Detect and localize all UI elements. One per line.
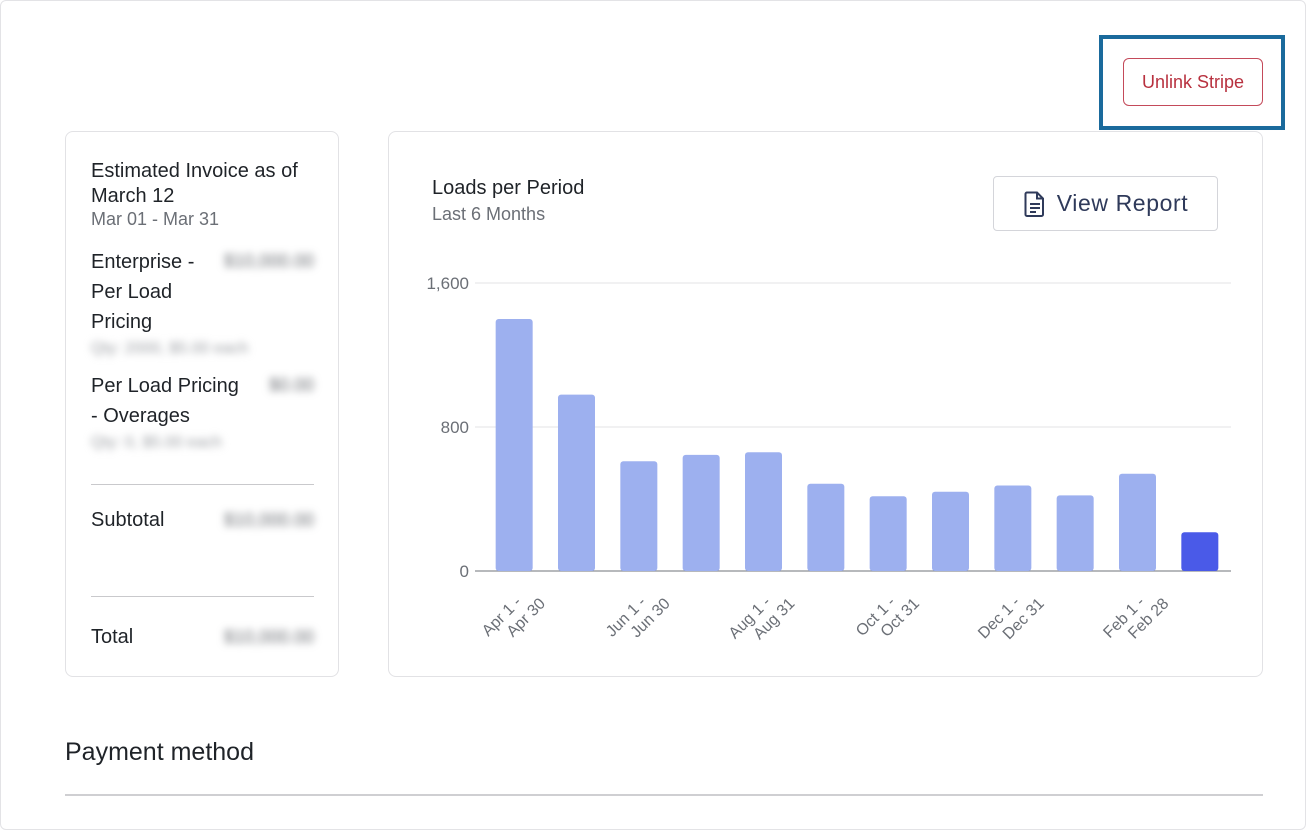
- chart-bar: [1119, 473, 1156, 571]
- x-tick-label: Apr 1 -Apr 30: [479, 582, 549, 652]
- line-item-detail: Qty: 2000, $5.00 each: [91, 340, 249, 357]
- document-icon: [1024, 191, 1044, 217]
- chart-bar: [1181, 532, 1219, 571]
- x-tick-label: Jun 1 -Jun 30: [603, 582, 674, 653]
- chart-bar: [745, 452, 782, 571]
- y-tick-label: 0: [460, 562, 469, 581]
- total-label: Total: [91, 626, 134, 648]
- highlight-box: [1099, 35, 1285, 130]
- chart-bar: [558, 394, 595, 571]
- chart-bar: [1056, 495, 1094, 571]
- divider: [91, 596, 314, 597]
- x-tick-label: Feb 1 -Feb 28: [1100, 582, 1172, 654]
- view-report-label: View Report: [1056, 190, 1189, 216]
- invoice-date-range: Mar 01 - Mar 31: [91, 209, 220, 229]
- loads-bar-chart: 0 800 1,600 Apr 1 -Apr 30 Jun 1 -Jun 30 Aug 1…: [426, 274, 1231, 655]
- line-item-name: Enterprise - Per Load Pricing: [91, 251, 195, 333]
- subtotal-label: Subtotal: [91, 509, 165, 531]
- chart-bar: [620, 461, 658, 571]
- line-item-name: Per Load Pricing - Overages: [91, 375, 239, 427]
- line-item-amount: $10,000.00: [223, 251, 314, 271]
- y-tick-label: 800: [441, 418, 469, 437]
- payment-divider: [65, 794, 1263, 796]
- y-tick-label: 1,600: [426, 274, 469, 293]
- chart-bar: [932, 491, 969, 571]
- divider: [91, 484, 314, 485]
- loads-chart-card: Loads per Period Last 6 Months View Repo…: [388, 131, 1263, 677]
- subtotal-amount: $10,000.00: [223, 510, 314, 530]
- unlink-stripe-button[interactable]: Unlink Stripe: [1123, 58, 1263, 106]
- chart-bar: [807, 483, 845, 571]
- x-tick-label: Dec 1 -Dec 31: [975, 582, 1048, 655]
- chart-title: Loads per Period: [432, 177, 585, 199]
- view-report-button[interactable]: View Report: [993, 176, 1218, 231]
- total-amount: $10,000.00: [223, 627, 314, 647]
- invoice-title: Estimated Invoice as of March 12: [91, 160, 298, 207]
- x-tick-label: Oct 1 -Oct 31: [853, 582, 923, 652]
- chart-bar: [495, 319, 533, 571]
- line-item-detail: Qty: 0, $5.00 each: [91, 434, 222, 451]
- chart-subtitle: Last 6 Months: [432, 204, 546, 224]
- x-tick-label: Aug 1 -Aug 31: [726, 582, 799, 655]
- chart-bar: [682, 454, 720, 571]
- chart-bar: [994, 485, 1032, 571]
- payment-method-title: Payment method: [65, 738, 254, 766]
- line-item-amount: $0.00: [268, 375, 314, 395]
- estimated-invoice-card: Estimated Invoice as of March 12 Mar 01 …: [65, 131, 339, 677]
- chart-bar: [869, 496, 907, 571]
